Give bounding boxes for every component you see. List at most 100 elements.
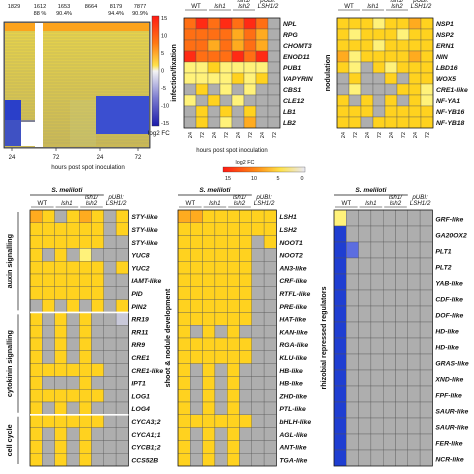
column-group-label: lsh1/ xyxy=(237,0,251,4)
heatmap-cell xyxy=(91,209,104,223)
heatmap-cell xyxy=(336,17,350,30)
heatmap-cell xyxy=(372,50,386,63)
heatmap-cell xyxy=(346,305,359,323)
legend-tick: 0 xyxy=(301,176,304,182)
heatmap-cell xyxy=(29,376,43,390)
heatmap-cell xyxy=(396,116,410,129)
heatmap-cell xyxy=(333,209,347,227)
heatmap-cell xyxy=(195,105,209,118)
column-group-label: lsh1/ xyxy=(233,194,247,201)
x-tick-label: 72 xyxy=(377,132,383,138)
heatmap-cell xyxy=(251,453,265,467)
heatmap-cell xyxy=(190,261,203,275)
heatmap-cell xyxy=(227,376,240,390)
group-label: cell cycle xyxy=(5,424,14,456)
overview-colorbar-tick: -5 xyxy=(161,86,166,92)
heatmap-cell xyxy=(177,209,191,223)
heatmap-cell xyxy=(66,376,80,390)
heatmap-cell xyxy=(419,273,433,291)
heatmap-cell xyxy=(207,50,221,63)
heatmap-cell xyxy=(66,453,80,467)
heatmap-cell xyxy=(103,261,117,275)
heatmap-cell xyxy=(407,337,421,355)
heatmap-cell xyxy=(336,72,350,85)
heatmap-cell xyxy=(372,105,386,118)
heatmap-cell xyxy=(103,299,117,313)
heatmap-cell xyxy=(346,401,359,419)
heatmap-cell xyxy=(255,94,269,107)
heatmap-cell xyxy=(115,222,129,236)
overview-count: 7877 xyxy=(134,4,146,10)
heatmap-cell xyxy=(190,325,203,339)
heatmap-cell xyxy=(202,312,216,326)
heatmap-cell xyxy=(219,116,233,129)
heatmap-cell xyxy=(419,369,433,387)
heatmap-cell xyxy=(79,414,92,428)
heatmap-cell xyxy=(243,39,257,52)
heatmap-cell xyxy=(263,376,277,390)
heatmap-cell xyxy=(348,72,362,85)
heatmap-cell xyxy=(395,385,408,403)
heatmap-cell xyxy=(407,241,421,259)
heatmap-cell xyxy=(255,50,269,63)
heatmap-cell xyxy=(396,61,410,74)
heatmap-cell xyxy=(91,325,104,339)
heatmap-cell xyxy=(419,305,433,323)
heatmap-cell xyxy=(54,363,68,377)
column-group-label: LSH1/2 xyxy=(254,200,275,207)
heatmap-cell xyxy=(190,440,203,454)
heatmap-cell xyxy=(54,376,68,390)
heatmap-cell xyxy=(103,337,117,351)
heatmap-cell xyxy=(207,105,221,118)
heatmap-cell xyxy=(214,209,228,223)
heatmap-cell xyxy=(251,363,265,377)
heatmap-cell xyxy=(395,305,408,323)
overview-colorbar xyxy=(151,15,160,127)
row-label: NSP2 xyxy=(436,32,454,39)
heatmap-cell xyxy=(29,299,43,313)
x-tick-label: 72 xyxy=(425,132,431,138)
heatmap-cell xyxy=(419,241,433,259)
heatmap-cell xyxy=(227,209,240,223)
heatmap-cell xyxy=(79,453,92,467)
heatmap-cell xyxy=(103,273,117,287)
heatmap-cell xyxy=(66,209,80,223)
heatmap-cell xyxy=(177,299,191,313)
heatmap-cell xyxy=(372,116,386,129)
heatmap-cell xyxy=(358,209,372,227)
heatmap-cell xyxy=(255,105,269,118)
overview-percent: 90.9% xyxy=(132,11,148,17)
heatmap-cell xyxy=(91,222,104,236)
heatmap-cell xyxy=(214,337,228,351)
row-label: PUB1 xyxy=(283,65,301,72)
row-label: LB1 xyxy=(283,109,296,116)
heatmap-cell xyxy=(372,94,386,107)
heatmap-cell xyxy=(54,235,68,249)
heatmap-cell xyxy=(336,83,350,96)
heatmap-cell xyxy=(263,453,277,467)
heatmap-cell xyxy=(202,248,216,262)
heatmap-cell xyxy=(29,414,43,428)
heatmap-cell xyxy=(419,209,433,227)
row-label: GRAS-like xyxy=(435,361,468,368)
heatmap-cell xyxy=(177,453,191,467)
column-group-label: WT xyxy=(344,3,354,10)
heatmap-cell xyxy=(227,401,240,415)
heatmap-cell xyxy=(395,449,408,467)
column-group-label: lsh1 xyxy=(214,3,225,10)
row-label: RPG xyxy=(283,32,298,39)
heatmap-cell xyxy=(183,17,197,30)
heatmap-cell xyxy=(195,17,209,30)
row-label: KAN-like xyxy=(279,329,308,336)
heatmap-cell xyxy=(219,50,233,63)
heatmap-cell xyxy=(42,401,55,415)
heatmap-cell xyxy=(115,453,129,467)
heatmap-cell xyxy=(115,299,129,313)
row-label: DOF-like xyxy=(435,313,463,320)
row-label: CHOMT3 xyxy=(283,43,312,50)
heatmap-cell xyxy=(396,28,410,41)
heatmap-cell xyxy=(42,273,55,287)
heatmap-cell xyxy=(384,105,398,118)
legend-ticks: 15 10 5 0 xyxy=(225,176,304,182)
heatmap-cell xyxy=(103,401,117,415)
